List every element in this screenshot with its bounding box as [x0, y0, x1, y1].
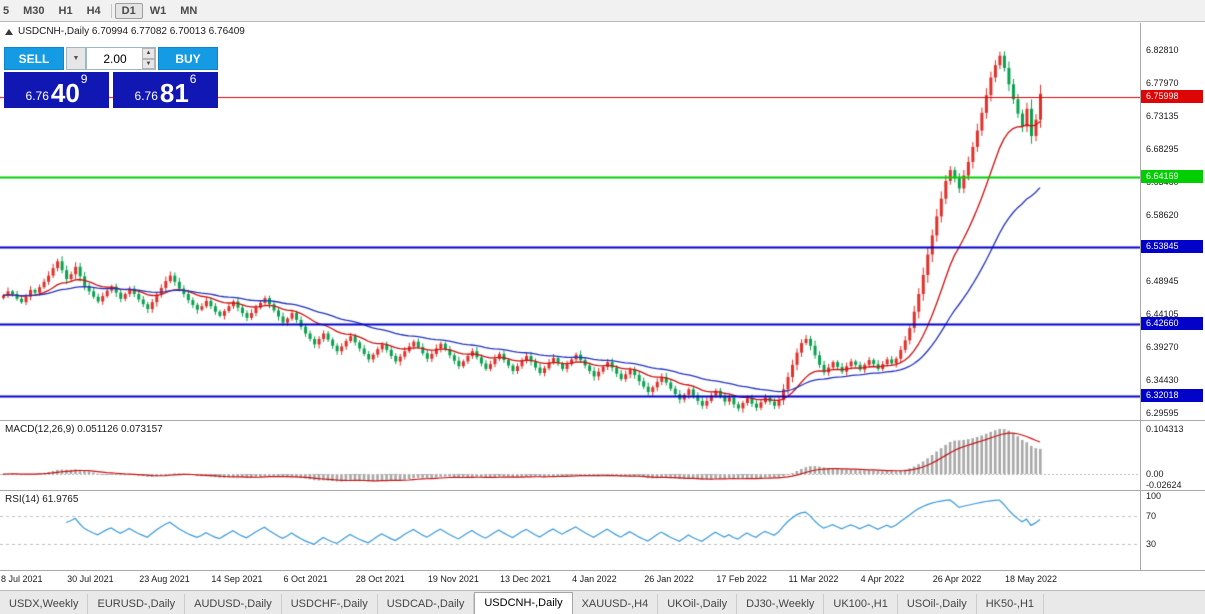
lot-size-input[interactable] [86, 47, 156, 70]
level-price-tag: 6.32018 [1141, 389, 1203, 403]
buy-price-display[interactable]: 6.76 81 6 [113, 72, 218, 108]
timeframe-button-m30[interactable]: M30 [23, 4, 45, 17]
symbol-tab[interactable]: XAUUSD-,H4 [573, 594, 659, 614]
timeframe-toolbar: 5 M30 H1 H4 D1 W1 MN [0, 0, 1205, 22]
price-tick: 6.29595 [1146, 407, 1179, 418]
date-label: 11 Mar 2022 [788, 574, 839, 584]
date-label: 23 Aug 2021 [139, 574, 190, 584]
timeframe-button-w1[interactable]: W1 [149, 4, 167, 17]
price-tick: 6.34430 [1146, 374, 1179, 385]
price-axis[interactable]: 6.828106.779706.731356.682956.634606.586… [1140, 23, 1205, 420]
price-pane: USDCNH-,Daily 6.70994 6.77082 6.70013 6.… [0, 23, 1205, 420]
macd-label: MACD(12,26,9) 0.051126 0.073157 [5, 424, 163, 435]
date-label: 13 Dec 2021 [499, 574, 552, 584]
timeframe-button-5[interactable]: 5 [3, 4, 10, 17]
date-label: 4 Jan 2022 [572, 574, 617, 584]
buy-price-prefix: 6.76 [134, 89, 158, 103]
sell-price-prefix: 6.76 [25, 89, 49, 103]
price-tick: 6.73135 [1146, 111, 1179, 122]
macd-tick: 0.104313 [1146, 423, 1184, 434]
rsi-canvas[interactable] [0, 491, 1140, 570]
date-label: 4 Apr 2022 [860, 574, 905, 584]
level-price-tag: 6.42660 [1141, 316, 1203, 330]
sell-button[interactable]: SELL [4, 47, 64, 70]
price-tick: 6.77970 [1146, 78, 1179, 89]
price-tick: 6.39270 [1146, 341, 1179, 352]
symbol-tab[interactable]: AUDUSD-,Daily [185, 594, 282, 614]
macd-canvas[interactable] [0, 421, 1140, 490]
chart-ohlc-text: USDCNH-,Daily 6.70994 6.77082 6.70013 6.… [18, 26, 245, 37]
time-axis[interactable]: 8 Jul 2021 30 Jul 2021 23 Aug 2021 14 Sep 2… [0, 570, 1205, 590]
date-label: 19 Nov 2021 [427, 574, 479, 584]
timeframe-button-h4[interactable]: H4 [86, 4, 101, 17]
date-label: 28 Oct 2021 [355, 574, 405, 584]
lot-increase-button[interactable]: ▲ [142, 48, 155, 59]
macd-axis[interactable]: 0.104313 0.00 -0.02624 [1140, 421, 1205, 490]
price-tick: 6.48945 [1146, 275, 1179, 286]
rsi-pane: RSI(14) 61.9765 100 70 30 [0, 490, 1205, 570]
symbol-tab[interactable]: USDCHF-,Daily [282, 594, 378, 614]
toolbar-separator [110, 3, 112, 18]
buy-price-big: 81 [159, 78, 189, 108]
lot-size-combo: ▼ ▲ ▼ [66, 47, 156, 70]
date-label: 18 May 2022 [1004, 574, 1057, 584]
date-label: 17 Feb 2022 [716, 574, 767, 584]
lot-spinner: ▲ ▼ [142, 48, 155, 69]
timeframe-button-mn[interactable]: MN [180, 4, 198, 17]
symbol-tab[interactable]: EURUSD-,Daily [88, 594, 186, 614]
macd-tick: 0.00 [1146, 469, 1164, 480]
rsi-label: RSI(14) 61.9765 [5, 494, 79, 505]
sell-price-big: 40 [50, 78, 80, 108]
buy-price-pip: 6 [189, 72, 197, 86]
symbol-tab[interactable]: USDCNH-,Daily [474, 592, 573, 614]
level-price-tag: 6.64169 [1141, 170, 1203, 184]
date-label: 8 Jul 2021 [1, 574, 43, 584]
symbol-tab[interactable]: HK50-,H1 [977, 594, 1045, 614]
level-price-tag: 6.53845 [1141, 240, 1203, 254]
rsi-tick: 100 [1146, 491, 1162, 501]
macd-pane: MACD(12,26,9) 0.051126 0.073157 0.104313… [0, 420, 1205, 490]
price-tick: 6.44105 [1146, 308, 1179, 319]
lot-decrease-button[interactable]: ▼ [142, 58, 155, 69]
lot-dropdown-icon[interactable]: ▼ [66, 47, 86, 70]
symbol-tab-bar: USDX,Weekly EURUSD-,Daily AUDUSD-,Daily USD… [0, 590, 1205, 614]
one-click-trading-panel: SELL ▼ ▲ ▼ BUY 6.76 40 [4, 47, 218, 108]
rsi-tick: 30 [1146, 539, 1157, 550]
buy-button[interactable]: BUY [158, 47, 218, 70]
macd-tick: -0.02624 [1146, 480, 1182, 491]
one-click-collapse-icon[interactable] [5, 28, 13, 35]
rsi-axis[interactable]: 100 70 30 [1140, 491, 1205, 570]
chart-title: USDCNH-,Daily 6.70994 6.77082 6.70013 6.… [5, 26, 245, 37]
symbol-tab[interactable]: USDCAD-,Daily [378, 594, 475, 614]
date-label: 26 Apr 2022 [932, 574, 982, 584]
price-tick: 6.68295 [1146, 144, 1179, 154]
sell-price-display[interactable]: 6.76 40 9 [4, 72, 109, 108]
date-label: 30 Jul 2021 [67, 574, 114, 584]
symbol-tab[interactable]: USOil-,Daily [898, 594, 977, 614]
price-tick: 6.82810 [1146, 45, 1179, 56]
date-label: 26 Jan 2022 [644, 574, 694, 584]
date-label: 6 Oct 2021 [283, 574, 328, 584]
symbol-tab[interactable]: UKOil-,Daily [658, 594, 738, 614]
sell-price-pip: 9 [80, 72, 88, 86]
level-price-tag: 6.75998 [1141, 89, 1203, 103]
price-tick: 6.58620 [1146, 209, 1179, 220]
symbol-tab[interactable]: DJ30-,Weekly [737, 594, 825, 614]
rsi-tick: 70 [1146, 510, 1157, 521]
symbol-tab[interactable]: USDX,Weekly [0, 594, 89, 614]
timeframe-button-h1[interactable]: H1 [58, 4, 73, 17]
timeframe-button-d1[interactable]: D1 [114, 2, 143, 19]
symbol-tab[interactable]: UK100-,H1 [824, 594, 898, 614]
date-label: 14 Sep 2021 [211, 574, 263, 584]
